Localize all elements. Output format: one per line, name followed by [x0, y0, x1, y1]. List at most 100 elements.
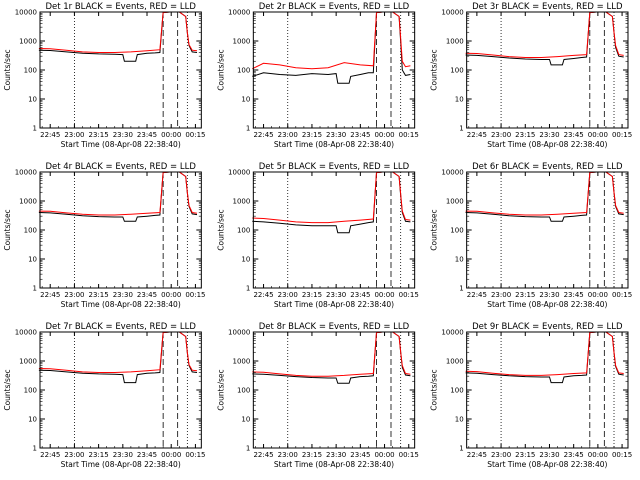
x-tick-label: 23:30: [539, 291, 559, 299]
x-tick-label: 00:15: [185, 451, 205, 459]
x-tick-label: 23:00: [491, 291, 511, 299]
plot-frame: [466, 11, 629, 129]
x-axis-title: Start Time (08-Apr-08 22:38:40): [61, 460, 181, 469]
x-tick-label: 23:30: [113, 451, 133, 459]
events-series-line: [465, 171, 624, 222]
x-tick-label: 00:00: [374, 291, 394, 299]
panel-title: Det 2r BLACK = Events, RED = LLD: [259, 2, 410, 12]
panel-title: Det 9r BLACK = Events, RED = LLD: [472, 322, 623, 332]
x-tick-label: 23:30: [326, 131, 346, 139]
x-tick-label: 23:30: [326, 291, 346, 299]
y-tick-label: 1000: [446, 358, 464, 366]
y-tick-label: 100: [24, 387, 37, 395]
plot-frame: [252, 171, 416, 289]
y-tick-label: 1000: [19, 38, 37, 46]
x-axis-title: Start Time (08-Apr-08 22:38:40): [274, 140, 394, 149]
x-tick-label: 23:45: [350, 451, 370, 459]
x-tick-label: 00:00: [588, 451, 608, 459]
x-tick-label: 23:45: [137, 131, 157, 139]
panel-title: Det 7r BLACK = Events, RED = LLD: [45, 322, 196, 332]
y-tick-label: 10: [28, 256, 37, 264]
lld-series-line: [38, 331, 198, 373]
x-axis-title: Start Time (08-Apr-08 22:38:40): [274, 460, 394, 469]
x-tick-label: 23:00: [278, 451, 298, 459]
x-tick-label: 22:45: [253, 131, 273, 139]
y-axis-title: Counts/sec: [216, 49, 225, 90]
y-tick-label: 1: [246, 285, 250, 293]
lld-series-line: [252, 11, 411, 70]
y-tick-label: 1000: [233, 38, 251, 46]
x-tick-label: 22:45: [253, 291, 273, 299]
lld-series-line: [252, 331, 411, 377]
plot-frame: [39, 331, 202, 449]
y-tick-label: 100: [450, 67, 463, 75]
y-tick-label: 10: [241, 416, 250, 424]
x-tick-label: 00:15: [612, 451, 632, 459]
x-tick-label: 23:15: [515, 451, 535, 459]
y-axis-title: Counts/sec: [3, 209, 12, 250]
x-tick-label: 22:45: [253, 451, 273, 459]
x-tick-label: 22:45: [467, 131, 487, 139]
y-tick-label: 1000: [19, 198, 37, 206]
x-tick-label: 00:15: [185, 291, 205, 299]
x-axis-title: Start Time (08-Apr-08 22:38:40): [61, 140, 181, 149]
x-tick-label: 22:45: [40, 131, 60, 139]
x-tick-label: 00:15: [185, 131, 205, 139]
events-series-line: [38, 11, 198, 62]
x-tick-label: 23:00: [64, 291, 84, 299]
y-tick-label: 10000: [441, 9, 463, 17]
y-tick-label: 10000: [15, 9, 37, 17]
y-axis-title: Counts/sec: [3, 49, 12, 90]
y-tick-label: 1: [459, 445, 463, 453]
lld-series-line: [465, 171, 624, 216]
panel-2: Det 2r BLACK = Events, RED = LLD 1 10 100 10…: [216, 2, 419, 149]
panel-title: Det 5r BLACK = Events, RED = LLD: [259, 162, 410, 172]
x-tick-label: 00:00: [588, 291, 608, 299]
panel-1: Det 1r BLACK = Events, RED = LLD 1 10 100 10…: [3, 2, 206, 149]
x-tick-label: 00:00: [161, 451, 181, 459]
lld-series-line: [38, 171, 198, 216]
x-tick-label: 22:45: [40, 291, 60, 299]
x-tick-label: 00:15: [612, 131, 632, 139]
lld-series-line: [38, 11, 198, 53]
panel-title: Det 3r BLACK = Events, RED = LLD: [472, 2, 623, 12]
panel-3: Det 3r BLACK = Events, RED = LLD 1 10 100 10…: [430, 2, 633, 149]
y-tick-label: 100: [450, 227, 463, 235]
lld-series-line: [465, 11, 624, 58]
x-tick-label: 23:45: [564, 131, 584, 139]
y-tick-label: 1: [459, 285, 463, 293]
x-tick-label: 23:00: [64, 131, 84, 139]
plot-frame: [252, 331, 416, 449]
panel-8: Det 8r BLACK = Events, RED = LLD 1 10 100 10…: [216, 322, 419, 469]
x-tick-label: 23:30: [539, 131, 559, 139]
panel-4: Det 4r BLACK = Events, RED = LLD 1 10 100 10…: [3, 162, 206, 309]
y-tick-label: 1000: [233, 358, 251, 366]
y-tick-label: 1000: [446, 38, 464, 46]
x-tick-label: 22:45: [467, 451, 487, 459]
y-axis-title: Counts/sec: [430, 369, 439, 410]
y-tick-label: 100: [450, 387, 463, 395]
y-tick-label: 10000: [15, 329, 37, 337]
x-tick-label: 23:15: [89, 131, 109, 139]
y-tick-label: 100: [24, 227, 37, 235]
x-tick-label: 00:15: [399, 451, 419, 459]
x-tick-label: 23:45: [350, 131, 370, 139]
events-series-line: [38, 331, 198, 384]
x-tick-label: 23:45: [350, 291, 370, 299]
y-tick-label: 10: [455, 416, 464, 424]
y-tick-label: 10: [241, 256, 250, 264]
y-tick-label: 1: [33, 125, 37, 133]
y-tick-label: 10: [455, 256, 464, 264]
y-tick-label: 10000: [441, 329, 463, 337]
y-tick-label: 10: [241, 96, 250, 104]
x-tick-label: 23:15: [302, 291, 322, 299]
y-tick-label: 100: [24, 67, 37, 75]
panel-9: Det 9r BLACK = Events, RED = LLD 1 10 100 10…: [430, 322, 633, 469]
y-tick-label: 10000: [228, 329, 250, 337]
x-tick-label: 00:00: [374, 451, 394, 459]
y-axis-title: Counts/sec: [430, 209, 439, 250]
panel-title: Det 8r BLACK = Events, RED = LLD: [259, 322, 410, 332]
y-tick-label: 1: [33, 445, 37, 453]
y-axis-title: Counts/sec: [216, 369, 225, 410]
